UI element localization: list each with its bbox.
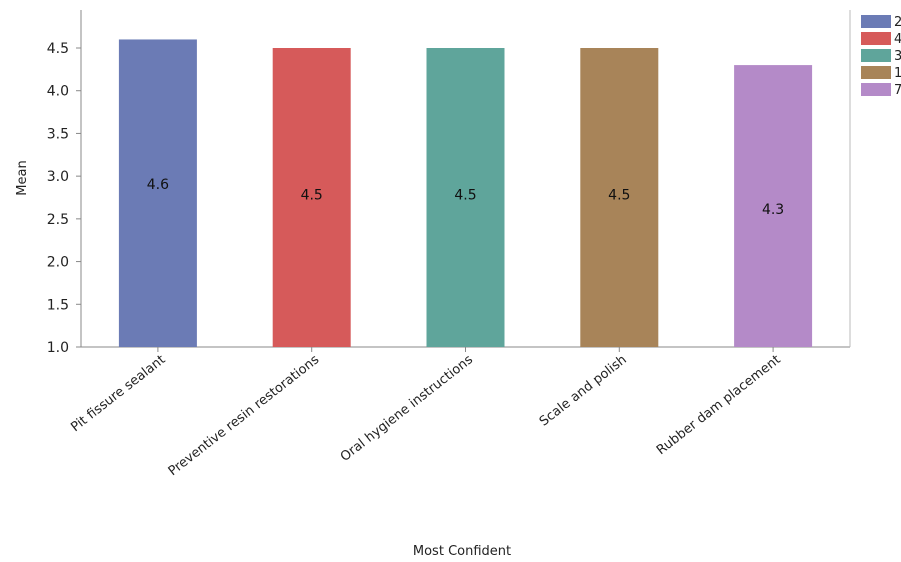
x-axis-title: Most Confident bbox=[413, 544, 511, 559]
legend-label: 3 bbox=[894, 49, 901, 64]
y-tick-label: 3.5 bbox=[47, 126, 69, 142]
y-tick-label: 2.5 bbox=[47, 212, 69, 228]
data-label: 4.5 bbox=[454, 188, 476, 204]
data-label: 4.5 bbox=[608, 188, 630, 204]
legend-label: 2 bbox=[894, 15, 901, 30]
data-labels: 4.6 4.5 4.5 4.5 4.3 bbox=[147, 177, 784, 218]
y-tick-label: 4.0 bbox=[47, 84, 69, 100]
legend-swatch bbox=[861, 15, 891, 28]
legend-label: 1 bbox=[894, 66, 901, 81]
legend-label: 4 bbox=[894, 32, 901, 47]
y-tick-label: 2.0 bbox=[47, 255, 69, 271]
legend-swatch bbox=[861, 32, 891, 45]
legend: 2 4 3 1 7 bbox=[861, 15, 901, 98]
bar bbox=[734, 65, 813, 347]
y-tick-label: 4.5 bbox=[47, 41, 69, 57]
bars bbox=[118, 39, 813, 347]
x-tick-label: Scale and polish bbox=[537, 352, 630, 429]
legend-swatch bbox=[861, 49, 891, 62]
legend-label: 7 bbox=[894, 83, 901, 98]
y-tick-label: 1.0 bbox=[47, 340, 69, 356]
x-tick-label: Preventive resin restorations bbox=[166, 352, 323, 479]
bar bbox=[426, 48, 505, 347]
y-axis-title: Mean bbox=[15, 160, 30, 195]
bar bbox=[580, 48, 659, 347]
data-label: 4.5 bbox=[301, 188, 323, 204]
x-tick-label: Rubber dam placement bbox=[654, 352, 784, 458]
y-axis: 1.0 1.5 2.0 2.5 3.0 3.5 4.0 4.5 bbox=[47, 10, 82, 356]
data-label: 4.6 bbox=[147, 177, 169, 193]
y-tick-label: 3.0 bbox=[47, 169, 69, 185]
data-label: 4.3 bbox=[762, 202, 784, 218]
x-tick-label: Pit fissure sealant bbox=[68, 352, 168, 435]
legend-swatch bbox=[861, 83, 891, 96]
y-tick-label: 1.5 bbox=[47, 297, 69, 313]
bar bbox=[272, 48, 351, 347]
bar bbox=[118, 39, 197, 347]
x-tick-label: Oral hygiene instructions bbox=[338, 352, 476, 465]
legend-swatch bbox=[861, 66, 891, 79]
